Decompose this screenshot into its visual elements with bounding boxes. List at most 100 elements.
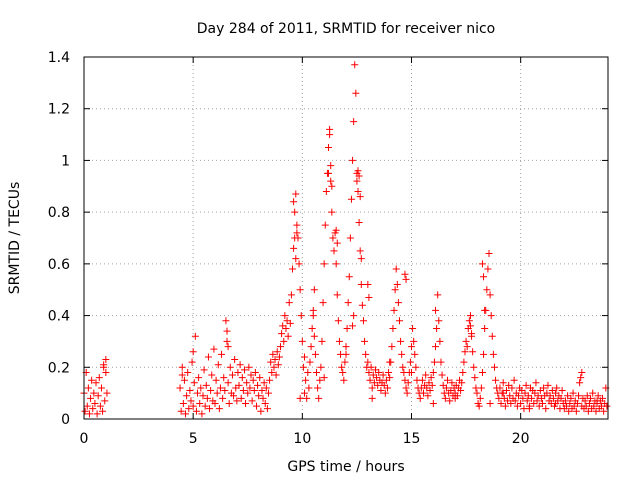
data-point bbox=[303, 394, 311, 402]
data-point bbox=[261, 399, 269, 407]
data-point bbox=[488, 332, 496, 340]
data-point bbox=[540, 384, 548, 392]
data-point bbox=[558, 387, 566, 395]
data-point bbox=[569, 389, 577, 397]
data-point bbox=[96, 402, 104, 410]
data-point bbox=[187, 397, 195, 405]
data-point bbox=[338, 363, 346, 371]
data-point bbox=[429, 368, 437, 376]
data-point bbox=[397, 337, 405, 345]
data-point bbox=[221, 387, 229, 395]
data-point bbox=[573, 399, 581, 407]
x-tick-label: 15 bbox=[403, 431, 421, 447]
data-point bbox=[211, 399, 219, 407]
data-point bbox=[99, 407, 107, 415]
data-point bbox=[305, 384, 313, 392]
data-point bbox=[304, 368, 312, 376]
data-point bbox=[465, 317, 473, 325]
data-point bbox=[603, 402, 611, 410]
data-point bbox=[255, 392, 263, 400]
data-point bbox=[233, 397, 241, 405]
data-point bbox=[322, 187, 330, 195]
data-point bbox=[225, 399, 233, 407]
data-point bbox=[102, 368, 110, 376]
chart-title: Day 284 of 2011, SRMTID for receiver nic… bbox=[197, 21, 495, 37]
data-point bbox=[578, 368, 586, 376]
data-point bbox=[215, 405, 223, 413]
data-point bbox=[581, 397, 589, 405]
data-point bbox=[422, 371, 430, 379]
data-point bbox=[238, 374, 246, 382]
data-point bbox=[435, 317, 443, 325]
data-point bbox=[93, 410, 101, 418]
data-point bbox=[466, 322, 474, 330]
y-tick-label: 0.2 bbox=[48, 360, 70, 376]
data-point bbox=[316, 376, 324, 384]
data-point bbox=[333, 291, 341, 299]
data-point bbox=[364, 281, 372, 289]
data-point bbox=[448, 379, 456, 387]
data-point bbox=[561, 397, 569, 405]
data-point bbox=[457, 387, 465, 395]
data-point bbox=[399, 363, 407, 371]
data-point bbox=[349, 322, 357, 330]
data-point bbox=[204, 353, 212, 361]
data-point bbox=[189, 402, 197, 410]
data-point bbox=[329, 234, 337, 242]
data-point bbox=[523, 397, 531, 405]
data-point bbox=[252, 402, 260, 410]
data-point bbox=[218, 350, 226, 358]
data-point bbox=[349, 156, 357, 164]
data-point bbox=[429, 399, 437, 407]
data-point bbox=[480, 273, 488, 281]
data-point bbox=[499, 389, 507, 397]
data-point bbox=[185, 405, 193, 413]
data-point bbox=[281, 312, 289, 320]
data-point bbox=[411, 350, 419, 358]
data-point bbox=[307, 343, 315, 351]
data-point bbox=[237, 394, 245, 402]
data-point bbox=[600, 407, 608, 415]
data-point bbox=[184, 368, 192, 376]
data-point bbox=[240, 366, 248, 374]
data-point bbox=[256, 374, 264, 382]
data-point bbox=[368, 384, 376, 392]
data-point bbox=[393, 281, 401, 289]
data-point bbox=[385, 368, 393, 376]
data-point bbox=[208, 371, 216, 379]
data-point bbox=[408, 368, 415, 376]
data-point bbox=[271, 356, 279, 364]
data-point bbox=[424, 392, 432, 400]
data-point bbox=[354, 187, 362, 195]
data-point bbox=[402, 275, 410, 283]
data-point bbox=[517, 399, 525, 407]
data-point bbox=[484, 265, 492, 273]
data-point bbox=[553, 384, 561, 392]
data-point bbox=[286, 319, 294, 327]
data-point bbox=[410, 337, 418, 345]
data-point bbox=[368, 394, 376, 402]
data-point bbox=[179, 399, 187, 407]
data-point bbox=[327, 177, 335, 185]
data-point bbox=[273, 348, 281, 356]
data-point bbox=[366, 376, 374, 384]
data-point bbox=[328, 208, 336, 216]
data-point bbox=[357, 255, 365, 263]
data-point bbox=[567, 394, 575, 402]
data-point bbox=[408, 343, 415, 351]
data-point bbox=[290, 198, 298, 206]
data-point bbox=[245, 363, 253, 371]
data-point bbox=[257, 407, 265, 415]
data-point bbox=[481, 306, 489, 314]
data-point bbox=[458, 379, 466, 387]
data-point bbox=[587, 394, 595, 402]
data-point bbox=[325, 169, 333, 177]
data-point bbox=[242, 399, 250, 407]
data-point bbox=[539, 399, 546, 407]
data-point bbox=[188, 358, 196, 366]
data-point bbox=[310, 286, 318, 294]
data-point bbox=[192, 407, 200, 415]
data-point bbox=[433, 325, 441, 332]
data-point bbox=[386, 374, 394, 382]
